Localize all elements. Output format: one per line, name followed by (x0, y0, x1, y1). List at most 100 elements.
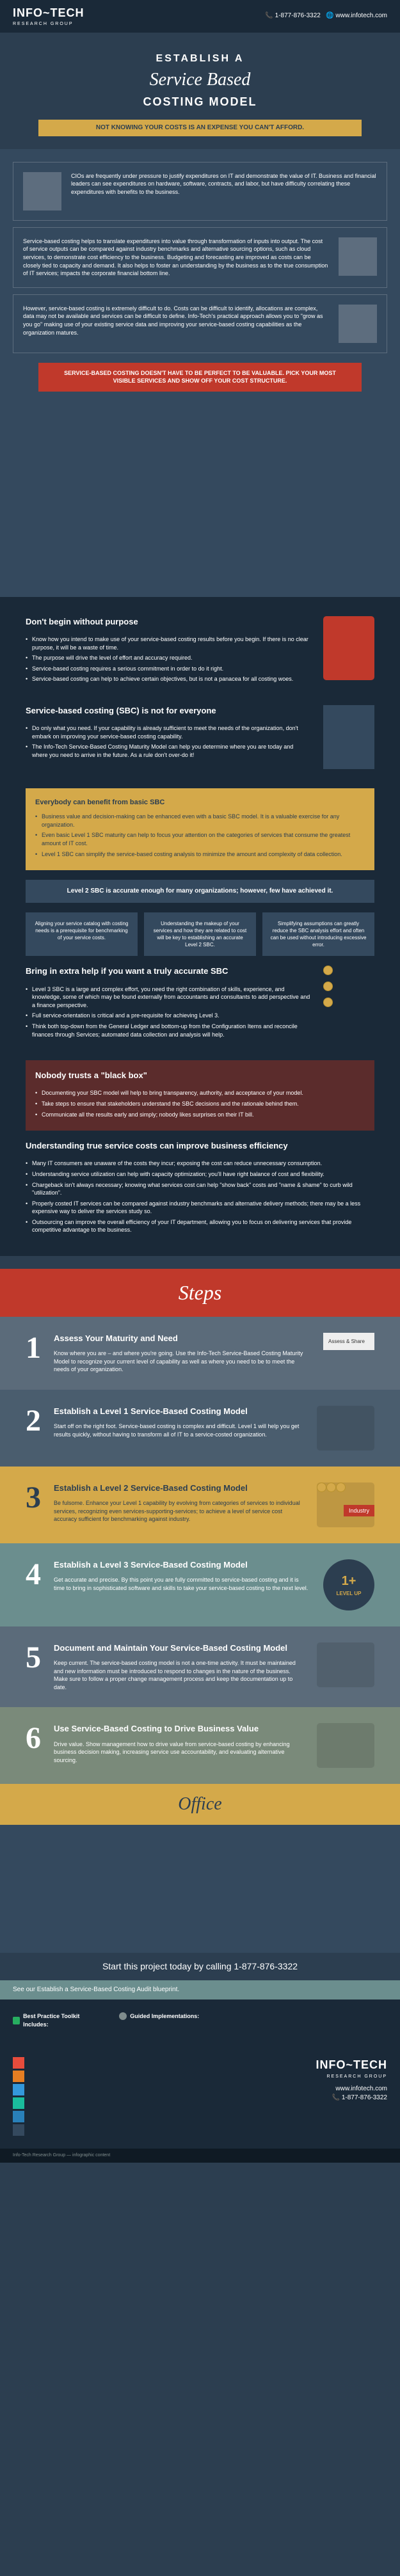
footer: INFO~TECH RESEARCH GROUP www.infotech.co… (0, 2044, 400, 2149)
everybody-heading: Everybody can benefit from basic SBC (35, 798, 365, 807)
coins-falling-icon (323, 966, 374, 1030)
calendar-icon (323, 705, 374, 769)
list-item: The Info-Tech Service-Based Costing Matu… (26, 743, 310, 759)
list-item: Properly costed IT services can be compa… (26, 1200, 374, 1216)
chalkboard-icon (23, 172, 61, 211)
toolkit-header: Best Practice Toolkit Includes: (13, 2012, 100, 2028)
col-2: Understanding the makeup of your service… (144, 912, 256, 957)
coin-icon (323, 966, 333, 975)
list-item: Documenting your SBC model will help to … (35, 1089, 365, 1097)
list-item: Understanding service utilization can he… (26, 1170, 374, 1179)
coin-icon (323, 982, 333, 991)
chart-up-icon (317, 1723, 374, 1768)
office-scene (0, 1825, 400, 1953)
office-header: Office (0, 1784, 400, 1824)
list-item: Many IT consumers are unaware of the cos… (26, 1159, 374, 1168)
title-line3: COSTING MODEL (13, 94, 387, 110)
blackbox-heading: Nobody trusts a "black box" (35, 1070, 365, 1081)
google-icon[interactable] (13, 2084, 24, 2095)
purpose-row: Don't begin without purpose Know how you… (26, 616, 374, 686)
header-contact: 📞 1-877-876-3322 🌐 www.infotech.com (265, 12, 387, 20)
blackbox-box: Nobody trusts a "black box" Documenting … (26, 1060, 374, 1131)
footer-columns: Best Practice Toolkit Includes: Guided I… (0, 2000, 400, 2044)
step-5-desc: Keep current. The service-based costing … (54, 1659, 304, 1691)
floor-3: However, service-based costing is extrem… (13, 294, 387, 353)
assess-share-icon: Assess & Share (323, 1333, 374, 1350)
step-2: 2 Establish a Level 1 Service-Based Cost… (0, 1390, 400, 1467)
footer-logo: INFO~TECH (316, 2057, 387, 2073)
step-5: 5 Document and Maintain Your Service-Bas… (0, 1626, 400, 1708)
list-item: Service-based costing can help to achiev… (26, 675, 310, 683)
step-5-num: 5 (26, 1642, 41, 1673)
steps-title: Steps (10, 1278, 390, 1307)
list-item: Do only what you need. If your capabilit… (26, 724, 310, 740)
step-6-desc: Drive value. Show management how to driv… (54, 1740, 304, 1765)
footer-website[interactable]: www.infotech.com (335, 2085, 387, 2092)
coin-icon (323, 998, 333, 1007)
red-banner: SERVICE-BASED COSTING DOESN'T HAVE TO BE… (38, 363, 362, 392)
share-icon[interactable] (13, 2057, 24, 2069)
step-1-desc: Know where you are – and where you're go… (54, 1349, 310, 1374)
floor-3-text: However, service-based costing is extrem… (23, 305, 329, 337)
list-item: Full service-orientation is critical and… (26, 1012, 310, 1020)
blueprint-bar[interactable]: See our Establish a Service-Based Costin… (0, 1980, 400, 2000)
not-everyone-list: Do only what you need. If your capabilit… (26, 724, 310, 759)
step-4-title: Establish a Level 3 Service-Based Costin… (54, 1559, 310, 1571)
not-everyone-heading: Service-based costing (SBC) is not for e… (26, 705, 310, 717)
list-item: Service-based costing requires a serious… (26, 665, 310, 673)
check-icon (13, 2017, 20, 2024)
facebook-icon[interactable] (13, 2124, 24, 2136)
understanding-list: Many IT consumers are unaware of the cos… (26, 1159, 374, 1234)
floor-2-text: Service-based costing helps to translate… (23, 237, 329, 278)
understanding-section: Understanding true service costs can imp… (26, 1140, 374, 1234)
twitter-icon[interactable] (13, 2097, 24, 2109)
step-2-desc: Start off on the right foot. Service-bas… (54, 1422, 304, 1438)
logo-block: INFO~TECH RESEARCH GROUP (13, 5, 84, 28)
header-website[interactable]: www.infotech.com (335, 12, 387, 19)
elevator-icon-2 (339, 305, 377, 343)
step-6: 6 Use Service-Based Costing to Drive Bus… (0, 1707, 400, 1784)
footer-logo-sub: RESEARCH GROUP (316, 2074, 387, 2080)
content-sections: Don't begin without purpose Know how you… (0, 597, 400, 1256)
purpose-list: Know how you intend to make use of your … (26, 635, 310, 683)
extra-help-row: Bring in extra help if you want a truly … (26, 966, 374, 1041)
guided-header: Guided Implementations: (119, 2012, 206, 2021)
step-3: 3 Establish a Level 2 Service-Based Cost… (0, 1467, 400, 1543)
linkedin-icon[interactable] (13, 2111, 24, 2122)
step-3-desc: Be fulsome. Enhance your Level 1 capabil… (54, 1499, 304, 1523)
list-item: Business value and decision-making can b… (35, 813, 365, 829)
top-header: INFO~TECH RESEARCH GROUP 📞 1-877-876-332… (0, 0, 400, 33)
title-line2: Service Based (13, 67, 387, 92)
list-item: Communicate all the results early and si… (35, 1111, 365, 1119)
blackbox-list: Documenting your SBC model will help to … (35, 1089, 365, 1118)
list-item: Know how you intend to make use of your … (26, 635, 310, 651)
footer-fine-print: Info-Tech Research Group — infographic c… (0, 2149, 400, 2163)
office-title: Office (8, 1792, 392, 1817)
list-item: Chargeback isn't always necessary; knowi… (26, 1181, 374, 1197)
footer-phone: 1-877-876-3322 (342, 2094, 387, 2101)
everybody-list: Business value and decision-making can b… (35, 813, 365, 858)
floor-1-text: CIOs are frequently under pressure to ju… (71, 172, 377, 196)
list-item: Level 3 SBC is a large and complex effor… (26, 985, 310, 1010)
list-item: Even basic Level 1 SBC maturity can help… (35, 831, 365, 847)
floor-1: CIOs are frequently under pressure to ju… (13, 162, 387, 221)
extra-help-heading: Bring in extra help if you want a truly … (26, 966, 310, 977)
col-3: Simplifying assumptions can greatly redu… (262, 912, 374, 957)
step-4: 4 Establish a Level 3 Service-Based Cost… (0, 1543, 400, 1626)
step-3-title: Establish a Level 2 Service-Based Costin… (54, 1483, 304, 1494)
step-1: 1 Assess Your Maturity and Need Know whe… (0, 1317, 400, 1390)
step-3-num: 3 (26, 1483, 41, 1513)
step-4-num: 4 (26, 1559, 41, 1590)
step-1-num: 1 (26, 1333, 41, 1364)
cta-bar: Start this project today by calling 1-87… (0, 1953, 400, 1981)
level2-cols: Aligning your service catalog with costi… (26, 912, 374, 957)
extra-help-list: Level 3 SBC is a large and complex effor… (26, 985, 310, 1039)
header-phone: 1-877-876-3322 (275, 12, 321, 19)
title-line1: ESTABLISH A (13, 52, 387, 66)
everybody-box: Everybody can benefit from basic SBC Bus… (26, 788, 374, 870)
building-section: CIOs are frequently under pressure to ju… (0, 149, 400, 597)
gear-icon (119, 2012, 127, 2020)
list-item: Think both top-down from the General Led… (26, 1022, 310, 1038)
elevator-icon (339, 237, 377, 276)
rss-icon[interactable] (13, 2071, 24, 2082)
